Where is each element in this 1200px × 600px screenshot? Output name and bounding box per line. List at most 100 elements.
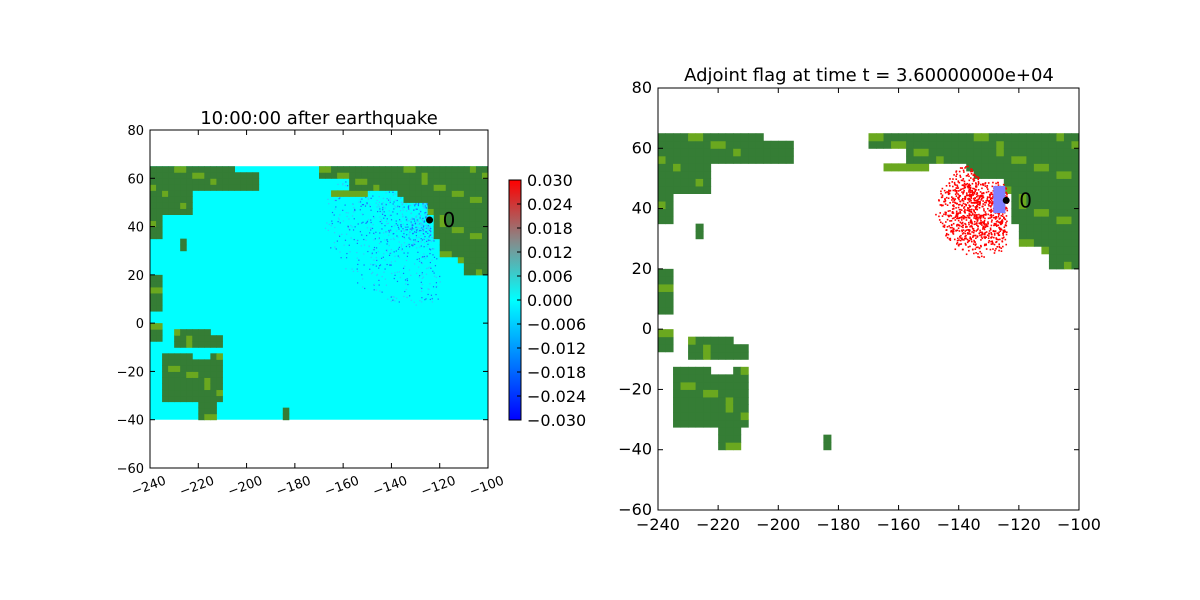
- colorbar: 0.0300.0240.0180.0120.0060.000−0.006−0.0…: [508, 171, 586, 430]
- wave-speck: [419, 217, 421, 219]
- land-cell: [1071, 261, 1079, 270]
- land-cell: [876, 133, 885, 142]
- flag-cell: [971, 226, 973, 228]
- land-cell: [150, 178, 157, 185]
- wave-speck: [425, 207, 427, 209]
- land-cell: [192, 389, 199, 397]
- wave-speck: [347, 185, 349, 187]
- flag-cell: [980, 255, 983, 258]
- flag-cell: [997, 232, 1000, 235]
- wave-speck: [357, 270, 359, 272]
- flag-cell: [988, 196, 991, 199]
- colorbar-tick-label: 0.030: [527, 171, 573, 190]
- land-cell: [1063, 223, 1072, 232]
- land-cell: [216, 341, 223, 348]
- land-cell: [1048, 201, 1057, 210]
- wave-speck: [412, 228, 414, 230]
- wave-speck: [385, 284, 388, 286]
- flag-cell: [973, 234, 975, 237]
- flag-cell: [956, 217, 959, 220]
- land-cell: [168, 359, 175, 366]
- flag-cell: [978, 247, 981, 249]
- land-cell: [156, 202, 163, 209]
- land-cell: [703, 404, 712, 413]
- wave-speck: [385, 204, 387, 206]
- flag-cell: [993, 216, 995, 219]
- wave-speck: [429, 239, 431, 241]
- wave-speck: [429, 261, 431, 264]
- wave-speck: [382, 205, 384, 207]
- flag-cell: [978, 216, 980, 219]
- wave-speck: [393, 277, 395, 280]
- flag-cell: [965, 244, 967, 246]
- flag-cell: [958, 204, 960, 206]
- land-cell: [421, 184, 429, 191]
- wave-speck: [420, 241, 422, 243]
- wave-speck: [426, 267, 428, 270]
- flag-cell: [964, 210, 966, 212]
- flag-cell: [955, 207, 957, 209]
- flag-cell: [990, 199, 993, 202]
- right-title: Adjoint flag at time t = 3.60000000e+04: [684, 65, 1054, 86]
- land-cell: [1026, 133, 1035, 142]
- land-cell: [385, 184, 392, 191]
- wave-speck: [415, 208, 417, 210]
- wave-speck: [370, 221, 372, 224]
- flag-cell: [969, 225, 971, 228]
- flag-cell: [979, 234, 981, 237]
- flag-cell: [935, 213, 937, 216]
- flag-cell: [1006, 207, 1008, 210]
- wave-speck: [421, 227, 423, 229]
- wave-speck: [334, 208, 336, 210]
- land-cell: [703, 148, 712, 157]
- land-cell: [198, 178, 205, 185]
- flag-cell: [986, 184, 989, 187]
- land-cell: [198, 184, 205, 191]
- wave-speck: [426, 214, 429, 216]
- land-cell: [1018, 193, 1027, 202]
- wave-speck: [433, 275, 436, 277]
- wave-speck: [376, 274, 378, 277]
- wave-speck: [378, 206, 380, 208]
- land-cell: [725, 344, 734, 353]
- land-cell: [180, 184, 187, 191]
- flag-cell: [983, 213, 986, 216]
- flag-cell: [959, 216, 961, 219]
- land-cell: [1033, 238, 1042, 247]
- flag-cell: [975, 243, 977, 245]
- wave-speck: [331, 211, 334, 214]
- land-cell: [475, 166, 483, 173]
- land-cell: [898, 163, 907, 172]
- land-cell: [733, 396, 742, 405]
- colorbar-tick-label: 0.018: [527, 219, 573, 238]
- y-tick-label: −20: [618, 379, 652, 398]
- land-cell: [725, 336, 734, 345]
- flag-cell: [1005, 243, 1008, 246]
- wave-speck: [416, 230, 418, 232]
- wave-speck: [390, 249, 392, 251]
- flag-cell: [992, 248, 994, 250]
- land-cell: [168, 208, 175, 215]
- land-cell: [958, 148, 967, 157]
- land-cell: [695, 412, 704, 421]
- flag-cell: [975, 237, 977, 240]
- land-cell: [451, 178, 459, 185]
- land-cell: [186, 395, 193, 403]
- flag-cell: [958, 208, 961, 211]
- land-cell: [156, 178, 163, 185]
- wave-speck: [345, 181, 347, 183]
- land-cell: [1071, 185, 1079, 194]
- land-cell: [966, 140, 975, 149]
- flag-cell: [948, 192, 951, 195]
- wave-speck: [431, 259, 433, 261]
- flag-cell: [996, 232, 999, 234]
- land-cell: [1048, 231, 1057, 240]
- wave-speck: [375, 289, 378, 291]
- land-cell: [433, 232, 441, 240]
- land-cell: [658, 170, 667, 179]
- wave-speck: [430, 231, 432, 233]
- land-cell: [481, 244, 488, 252]
- flag-cell: [998, 212, 1001, 215]
- wave-speck: [426, 214, 428, 217]
- flag-cell: [968, 194, 970, 197]
